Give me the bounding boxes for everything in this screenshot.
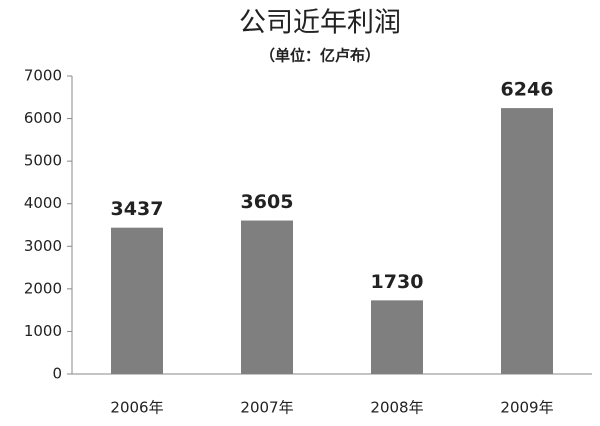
y-tick-label: 1000 <box>24 322 62 340</box>
bar <box>111 227 163 374</box>
value-label: 1730 <box>371 271 424 293</box>
bar <box>241 220 293 374</box>
x-tick-label: 2006年 <box>110 399 163 417</box>
value-label: 6246 <box>501 79 554 101</box>
value-label: 3605 <box>241 191 294 213</box>
chart-subtitle: （单位：亿卢布） <box>260 47 380 65</box>
bar <box>501 108 553 375</box>
y-tick-label: 4000 <box>24 194 62 212</box>
x-tick-label: 2007年 <box>240 399 293 417</box>
y-tick-label: 5000 <box>24 152 62 170</box>
y-tick-label: 6000 <box>24 109 62 127</box>
y-tick-label: 0 <box>52 365 62 383</box>
bar <box>371 300 423 374</box>
x-tick-label: 2009年 <box>500 399 553 417</box>
y-tick-label: 7000 <box>24 67 62 85</box>
x-tick-label: 2008年 <box>370 399 423 417</box>
value-label: 3437 <box>111 198 164 220</box>
y-tick-label: 2000 <box>24 279 62 297</box>
chart-title: 公司近年利润 <box>239 8 401 39</box>
y-tick-label: 3000 <box>24 237 62 255</box>
